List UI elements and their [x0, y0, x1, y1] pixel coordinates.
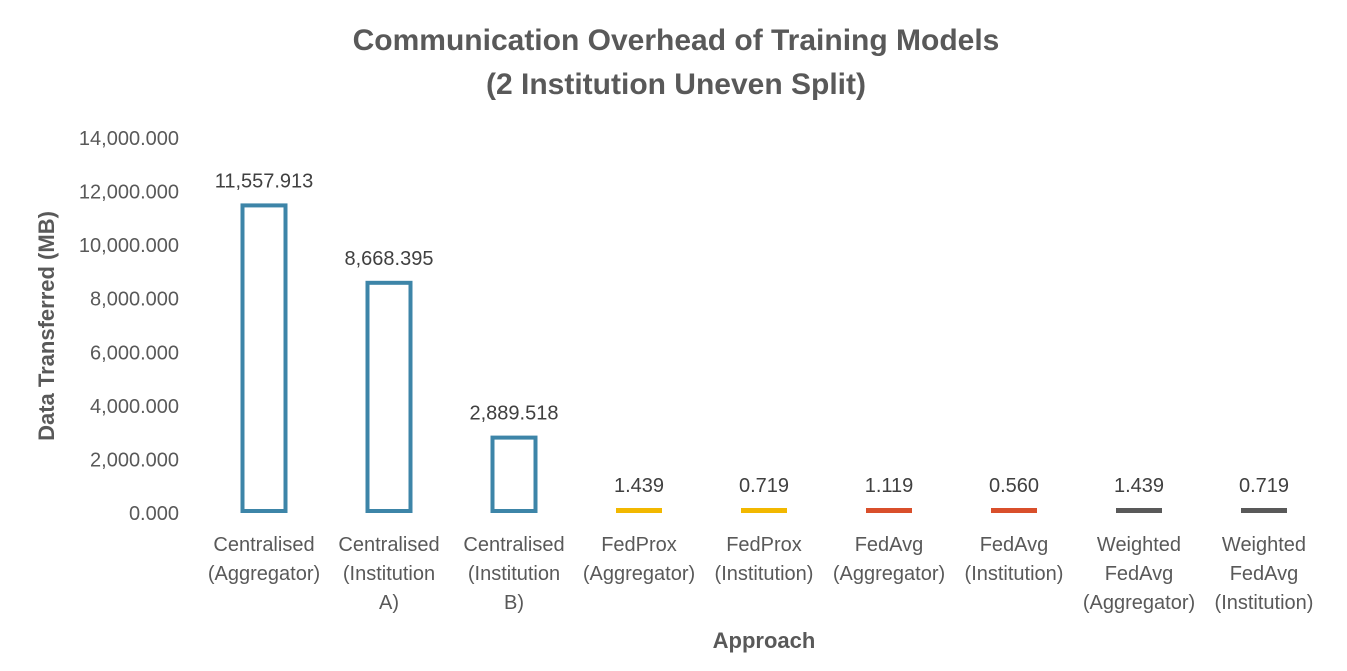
bar: [741, 508, 787, 513]
x-category-label: FedProx (Institution): [715, 534, 814, 585]
bars: [240, 203, 1287, 514]
x-axis-title: Approach: [713, 628, 816, 653]
data-labels: 11,557.913 8,668.395 2,889.518 1.439 0.719 1.…: [215, 170, 1289, 497]
bar: [490, 435, 538, 514]
bar: [365, 280, 413, 513]
y-tick-label: 12,000.000: [79, 182, 179, 204]
x-category-label: Centralised (Institution B): [463, 534, 564, 614]
y-tick-label: 2,000.000: [90, 449, 179, 471]
bar-data-label: 0.719: [739, 475, 789, 497]
bar-data-label: 0.719: [1239, 475, 1289, 497]
chart-title-line: Communication Overhead of Training Model…: [353, 24, 1000, 57]
bar-data-label: 8,668.395: [345, 248, 434, 270]
x-category-label: FedAvg (Aggregator): [833, 534, 945, 585]
y-tick-label: 10,000.000: [79, 235, 179, 257]
chart-title-line: (2 Institution Uneven Split): [486, 68, 866, 101]
x-category-label: Weighted FedAvg (Institution): [1215, 534, 1314, 614]
bar: [1116, 508, 1162, 513]
y-axis-title: Data Transferred (MB): [34, 211, 59, 441]
x-axis-categories: Centralised (Aggregator) Centralised (Insti…: [208, 534, 1314, 614]
y-tick-label: 14,000.000: [79, 128, 179, 150]
y-tick-label: 4,000.000: [90, 396, 179, 418]
bar-data-label: 1.439: [614, 475, 664, 497]
bar-data-label: 0.560: [989, 475, 1039, 497]
x-category-label: Weighted FedAvg (Aggregator): [1083, 534, 1195, 614]
y-tick-label: 0.000: [129, 503, 179, 525]
bar-data-label: 2,889.518: [470, 403, 559, 425]
bar-data-label: 11,557.913: [215, 170, 314, 192]
bar: [616, 508, 662, 513]
bar: [240, 203, 288, 513]
y-tick-label: 6,000.000: [90, 342, 179, 364]
bar: [1241, 508, 1287, 513]
bar-data-label: 1.439: [1114, 475, 1164, 497]
x-category-label: Centralised (Aggregator): [208, 534, 320, 585]
bar: [866, 508, 912, 513]
y-tick-label: 8,000.000: [90, 289, 179, 311]
x-category-label: FedAvg (Institution): [965, 534, 1064, 585]
bar-data-label: 1.119: [865, 475, 914, 497]
x-category-label: FedProx (Aggregator): [583, 534, 695, 585]
y-axis-ticks: 0.000 2,000.000 4,000.000 6,000.000 8,000.00…: [79, 128, 179, 525]
x-category-label: Centralised (Institution A): [338, 534, 439, 614]
bar: [991, 508, 1037, 513]
chart-title: Communication Overhead of Training Model…: [353, 24, 1000, 101]
